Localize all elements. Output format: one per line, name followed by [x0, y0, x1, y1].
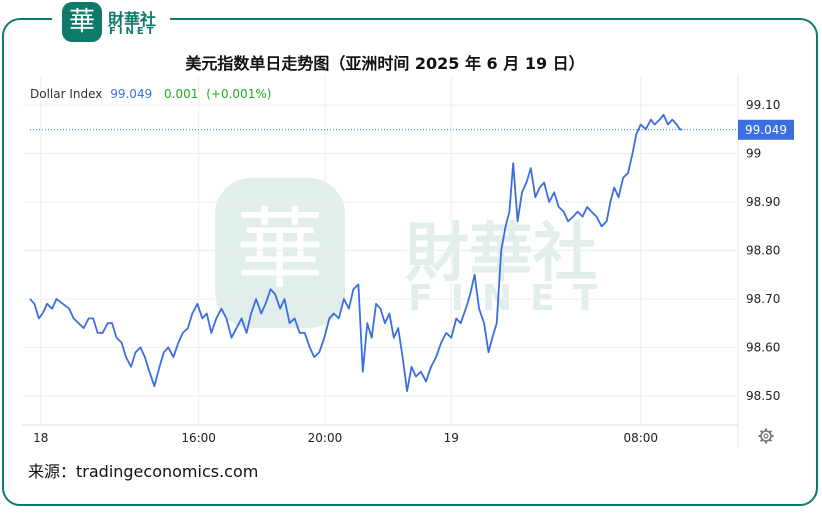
series-line [29, 113, 683, 392]
x-tick-label: 20:00 [308, 431, 343, 445]
x-tick-label: 19 [444, 431, 459, 445]
y-tick-label: 98.50 [746, 389, 780, 403]
source-note: 来源：tradingeconomics.com [28, 462, 259, 481]
x-tick-labels: 18 16:00 20:00 19 08:00 [33, 431, 658, 445]
gear-icon[interactable] [758, 428, 774, 444]
y-tick-label: 99.10 [746, 98, 780, 112]
price-tag: 99.049 [738, 119, 794, 140]
legend-change: 0.001 [164, 87, 198, 101]
y-tick-label: 98.70 [746, 292, 780, 306]
y-tick-label: 98.80 [746, 244, 780, 258]
logo-english-text: FINET [109, 26, 157, 37]
y-tick-label: 99 [746, 147, 761, 161]
x-tick-label: 16:00 [181, 431, 216, 445]
finet-logo: 華 財華社 FINET [52, 0, 170, 44]
x-tick-label: 08:00 [623, 431, 658, 445]
price-tag-background [738, 119, 794, 140]
y-tick-labels: 98.50 98.60 98.70 98.80 98.90 99 99.10 [746, 98, 780, 403]
legend-series-name: Dollar Index [30, 87, 102, 101]
legend-value: 99.049 [110, 87, 152, 101]
logo-badge: 華 [62, 2, 102, 42]
chart-title: 美元指数单日走势图（亚洲时间 2025 年 6 月 19 日） [185, 54, 585, 73]
legend-change-pct: (+0.001%) [206, 87, 271, 101]
y-tick-label: 98.60 [746, 340, 780, 354]
price-tag-label: 99.049 [745, 123, 787, 137]
y-tick-label: 98.90 [746, 195, 780, 209]
legend: Dollar Index 99.049 0.001 (+0.001%) [30, 87, 271, 101]
watermark-badge-text: 華 [236, 198, 324, 301]
grid [22, 76, 738, 425]
x-tick-label: 18 [33, 431, 48, 445]
watermark-badge-shape [215, 178, 345, 328]
logo-chinese-text: 財華社 [108, 10, 157, 29]
watermark: 華 財華社 FINET [215, 178, 597, 328]
